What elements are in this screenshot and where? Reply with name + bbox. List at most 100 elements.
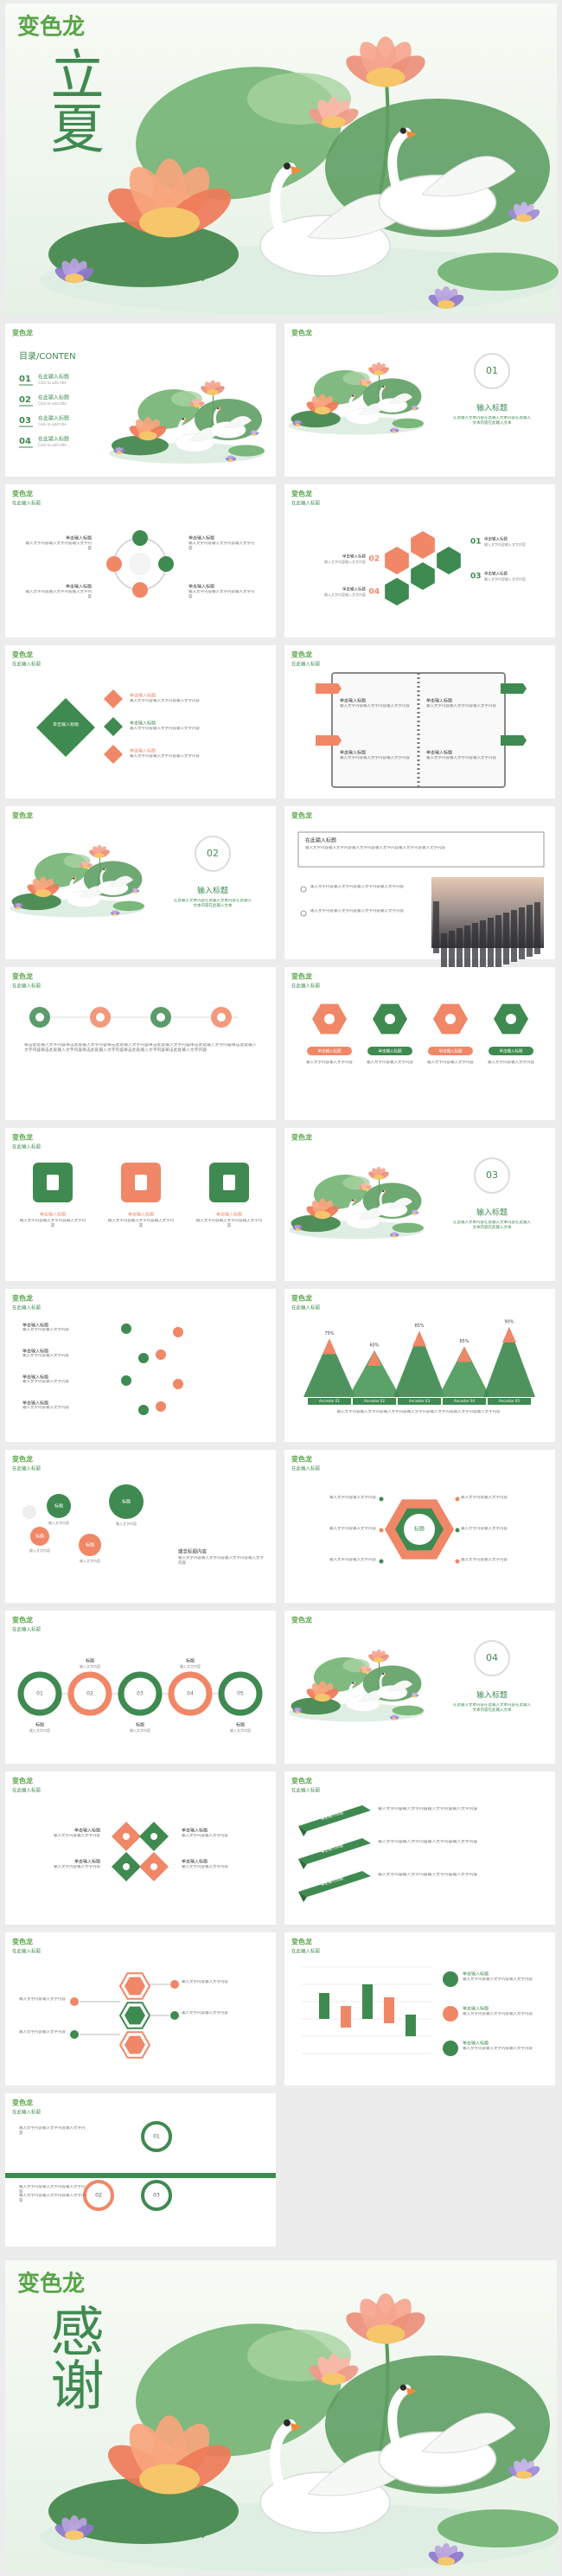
petal (295, 1710, 301, 1714)
logo: 变色龙 (291, 490, 312, 498)
center-label: 标题 (414, 1526, 425, 1533)
paragraph: 输入文字内容输入文字内容输入文字内容输入文字内容 (378, 1807, 478, 1811)
bar-shape (362, 1984, 373, 2019)
text-block-frame: 输入文字内容输入文字内容输入文字内容 (195, 1219, 263, 1229)
item-text: 输入文字内容输入文字内容 (484, 541, 526, 547)
item-title: 单击输入标题 (40, 1212, 66, 1218)
text-block-frame: 输入文字内容输入文字内容输入文字内容 (130, 699, 200, 703)
slide-title: 在此输入标题 (291, 1787, 321, 1794)
swan-neck (69, 877, 76, 899)
swan-eye (352, 394, 354, 397)
swan-beak (354, 1682, 358, 1686)
paragraph: 输入文字内容输入文字内容输入文字内容输入文字内容 (378, 1840, 478, 1844)
text-block-frame: 在此输入文本内容在此输入文本内容在此输入文本内容在此输入文本 (453, 1221, 531, 1230)
petal (392, 1717, 397, 1721)
leaf (392, 1222, 424, 1234)
slide-title: 在此输入标题 (12, 500, 42, 507)
swan-eye (399, 2384, 406, 2391)
logo: 变色龙 (291, 650, 312, 659)
petal (412, 408, 417, 411)
leaf (291, 1214, 341, 1233)
diamond (104, 717, 123, 736)
diamond (104, 689, 123, 708)
item-title: 单击输入标题 (130, 748, 156, 754)
petal (65, 2530, 84, 2541)
item-title: 标题 (136, 1722, 144, 1728)
bubble-label: 标题 (122, 1499, 131, 1505)
bullet (379, 1528, 384, 1533)
icon-glyph (217, 1013, 226, 1022)
item-title: 单击输入标题 (182, 1859, 208, 1865)
text-block-frame: 输入文字内容输入文字内容输入文字内容 (130, 754, 200, 759)
item-title: 标题 (86, 1658, 94, 1664)
illustration (289, 1649, 424, 1722)
swan-beak (291, 166, 303, 175)
slide-title: 在此输入标题 (12, 1465, 42, 1472)
building (488, 918, 494, 970)
item-title: 单击输入标题 (128, 1212, 154, 1218)
text-block-frame: 输入文字内容输入文字内容输入文字内容输入文字内容 (310, 909, 404, 913)
logo: 变色龙 (12, 1133, 33, 1142)
text-block-frame: 输入文字内容输入文字内容输入文字内容 (108, 1219, 175, 1228)
icon-glyph (156, 1013, 165, 1022)
ring (141, 2121, 172, 2152)
swan-wing (223, 415, 252, 428)
item-title: 单击输入标题 (130, 721, 156, 727)
icon-glyph (385, 1014, 395, 1024)
paragraph: 输入文字内容输入文字内容 (488, 1061, 534, 1065)
text-block-frame: 输入文字内容输入文字内容 (22, 1328, 69, 1332)
icon (173, 1379, 183, 1389)
paragraph: 输入文字内容输入文字内容 (329, 1558, 376, 1562)
paragraph: 输入文字内容输入文字内容 (22, 1380, 69, 1384)
slide: 变色龙在此输入标题单击输入标题输入文字内容输入文字内容输入文字内容单击输入标题输… (284, 645, 555, 798)
paragraph: 单击输入标题 (52, 722, 79, 727)
toc-subtitle: Click to add title (38, 381, 67, 385)
paragraph: 输入文字内容输入文字内容输入文字内容 (195, 1219, 263, 1229)
toc-number: 01 (19, 375, 31, 384)
item-title: 单击输入标题 (182, 1828, 208, 1834)
slide: 变色龙在此输入标题单击输入标题输入文字内容输入文字内容输入文字内容输入文字内容单… (284, 1772, 555, 1925)
box-heading: 在此输入标题 (305, 837, 336, 844)
petal (139, 2464, 200, 2495)
paragraph: 输入文字内容输入文字内容输入文字内容 (463, 2047, 533, 2051)
petal (116, 451, 123, 454)
swan-neck (348, 1199, 355, 1221)
hexagon (385, 547, 409, 574)
petal (374, 1175, 384, 1180)
toc-number: 02 (19, 395, 31, 405)
swan-neck (387, 127, 412, 200)
petal (412, 1213, 417, 1215)
petal (361, 382, 369, 387)
paragraph: 输入文字内容输入文字内容 (182, 1980, 228, 1984)
slide: 变色龙在此输入标题标题输入文字内容标题输入文字内容标题输入文字内容标题输入文字内… (5, 1450, 276, 1603)
petal (314, 1211, 331, 1220)
petal (374, 370, 384, 375)
icon (121, 1375, 131, 1386)
icon-glyph (445, 1014, 456, 1024)
peak-label: 85% (414, 1323, 424, 1329)
peak (303, 1338, 355, 1397)
swan-neck (379, 1190, 386, 1209)
section-circle (474, 353, 510, 389)
leaf (48, 221, 239, 287)
paragraph: 在此输入文本内容在此输入文本内容在此输入文本内容在此输入文本 (453, 1703, 531, 1714)
ring (168, 1671, 213, 1716)
text-block-frame: 输入文字内容输入文字内容输入文字内容 (26, 541, 93, 551)
text-block-frame: 输入文字内容输入文字内容输入文字内容 (20, 1219, 86, 1228)
paragraph: 输入文字内容输入文字内容 (461, 1496, 508, 1500)
petal (392, 430, 397, 433)
petal (295, 423, 301, 426)
text-block-frame: 输入文字内容输入文字内容 (329, 1558, 376, 1562)
ring (218, 1671, 263, 1716)
slide-background (5, 2093, 276, 2246)
timeline-band (5, 2173, 276, 2178)
ring (83, 2180, 114, 2211)
slide-title: 在此输入标题 (291, 661, 321, 668)
text-block-frame: 输入文字内容输入文字内容输入文字内容 (426, 704, 496, 708)
diamond (104, 745, 123, 764)
hexagon (437, 547, 461, 574)
